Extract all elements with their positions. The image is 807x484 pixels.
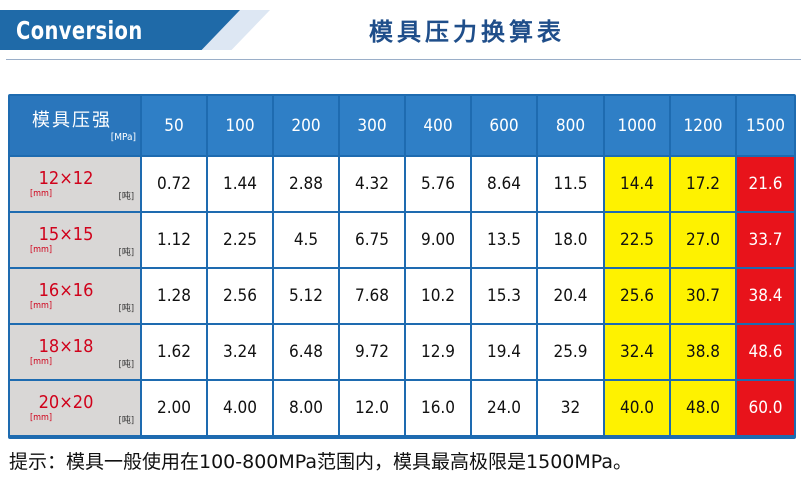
corner-label: 模具压强 bbox=[32, 110, 112, 131]
value-cell: 8.64 bbox=[472, 157, 536, 211]
unit-mm: [mm] bbox=[30, 189, 53, 199]
pressure-header: 300 bbox=[340, 96, 404, 155]
size-row-header: 18×18 [mm] [吨] bbox=[10, 325, 140, 379]
footnote: 提示：模具一般使用在100-800MPa范围内，模具最高极限是1500MPa。 bbox=[9, 451, 633, 473]
pressure-header: 100 bbox=[208, 96, 272, 155]
header: Conversion 模具压力换算表 bbox=[0, 0, 807, 60]
value-cell: 11.5 bbox=[538, 157, 603, 211]
header-corner: 模具压强 [MPa] bbox=[10, 96, 140, 155]
pressure-header: 1200 bbox=[671, 96, 735, 155]
value-cell: 3.24 bbox=[208, 325, 272, 379]
value-cell: 1.28 bbox=[142, 269, 206, 323]
pressure-header: 1000 bbox=[605, 96, 669, 155]
value-cell: 12.0 bbox=[340, 381, 404, 435]
unit-ton: [吨] bbox=[118, 416, 134, 426]
value-cell: 2.00 bbox=[142, 381, 206, 435]
value-cell: 32 bbox=[538, 381, 603, 435]
pressure-header: 50 bbox=[142, 96, 206, 155]
value-cell: 5.76 bbox=[406, 157, 470, 211]
pressure-header: 200 bbox=[274, 96, 338, 155]
value-cell: 12.9 bbox=[406, 325, 470, 379]
header-divider bbox=[6, 59, 801, 60]
value-cell: 2.88 bbox=[274, 157, 338, 211]
size-label: 15×15 bbox=[38, 224, 94, 245]
unit-row: [mm] [吨] bbox=[30, 245, 134, 258]
value-cell: 13.5 bbox=[472, 213, 536, 267]
value-cell: 20.4 bbox=[538, 269, 603, 323]
value-cell: 2.25 bbox=[208, 213, 272, 267]
value-cell: 21.6 bbox=[737, 157, 794, 211]
unit-ton: [吨] bbox=[118, 360, 134, 370]
value-cell: 6.75 bbox=[340, 213, 404, 267]
value-cell: 25.9 bbox=[538, 325, 603, 379]
value-cell: 9.72 bbox=[340, 325, 404, 379]
value-cell: 27.0 bbox=[671, 213, 735, 267]
value-cell: 17.2 bbox=[671, 157, 735, 211]
value-cell: 14.4 bbox=[605, 157, 669, 211]
value-cell: 1.44 bbox=[208, 157, 272, 211]
value-cell: 48.6 bbox=[737, 325, 794, 379]
size-row-header: 15×15 [mm] [吨] bbox=[10, 213, 140, 267]
pressure-header: 600 bbox=[472, 96, 536, 155]
value-cell: 24.0 bbox=[472, 381, 536, 435]
size-label: 18×18 bbox=[38, 336, 94, 357]
value-cell: 4.00 bbox=[208, 381, 272, 435]
size-row-header: 20×20 [mm] [吨] bbox=[10, 381, 140, 435]
size-label: 16×16 bbox=[38, 280, 94, 301]
pressure-header: 400 bbox=[406, 96, 470, 155]
unit-row: [mm] [吨] bbox=[30, 189, 134, 202]
value-cell: 48.0 bbox=[671, 381, 735, 435]
value-cell: 10.2 bbox=[406, 269, 470, 323]
value-cell: 38.8 bbox=[671, 325, 735, 379]
conversion-banner bbox=[0, 10, 240, 50]
value-cell: 25.6 bbox=[605, 269, 669, 323]
value-cell: 38.4 bbox=[737, 269, 794, 323]
unit-row: [mm] [吨] bbox=[30, 301, 134, 314]
value-cell: 40.0 bbox=[605, 381, 669, 435]
value-cell: 30.7 bbox=[671, 269, 735, 323]
value-cell: 60.0 bbox=[737, 381, 794, 435]
size-label: 12×12 bbox=[38, 168, 94, 189]
value-cell: 1.62 bbox=[142, 325, 206, 379]
unit-mm: [mm] bbox=[30, 413, 53, 423]
value-cell: 5.12 bbox=[274, 269, 338, 323]
pressure-header: 1500 bbox=[737, 96, 794, 155]
value-cell: 7.68 bbox=[340, 269, 404, 323]
value-cell: 9.00 bbox=[406, 213, 470, 267]
size-row-header: 16×16 [mm] [吨] bbox=[10, 269, 140, 323]
value-cell: 22.5 bbox=[605, 213, 669, 267]
value-cell: 0.72 bbox=[142, 157, 206, 211]
value-cell: 8.00 bbox=[274, 381, 338, 435]
value-cell: 6.48 bbox=[274, 325, 338, 379]
unit-ton: [吨] bbox=[118, 304, 134, 314]
size-row-header: 12×12 [mm] [吨] bbox=[10, 157, 140, 211]
unit-row: [mm] [吨] bbox=[30, 413, 134, 426]
conversion-badge: Conversion bbox=[16, 16, 143, 45]
unit-mm: [mm] bbox=[30, 301, 53, 311]
unit-mm: [mm] bbox=[30, 245, 53, 255]
value-cell: 16.0 bbox=[406, 381, 470, 435]
unit-ton: [吨] bbox=[118, 192, 134, 202]
value-cell: 1.12 bbox=[142, 213, 206, 267]
corner-unit: [MPa] bbox=[110, 132, 136, 143]
value-cell: 4.5 bbox=[274, 213, 338, 267]
value-cell: 4.32 bbox=[340, 157, 404, 211]
value-cell: 18.0 bbox=[538, 213, 603, 267]
value-cell: 33.7 bbox=[737, 213, 794, 267]
value-cell: 15.3 bbox=[472, 269, 536, 323]
pressure-header: 800 bbox=[538, 96, 603, 155]
value-cell: 2.56 bbox=[208, 269, 272, 323]
pressure-table: 模具压强 [MPa] 50 100 200 300 400 600 800 1000 1200 150… bbox=[8, 94, 796, 439]
unit-mm: [mm] bbox=[30, 357, 53, 367]
value-cell: 32.4 bbox=[605, 325, 669, 379]
unit-row: [mm] [吨] bbox=[30, 357, 134, 370]
size-label: 20×20 bbox=[38, 392, 94, 413]
page-title: 模具压力换算表 bbox=[369, 18, 565, 46]
value-cell: 19.4 bbox=[472, 325, 536, 379]
unit-ton: [吨] bbox=[118, 248, 134, 258]
